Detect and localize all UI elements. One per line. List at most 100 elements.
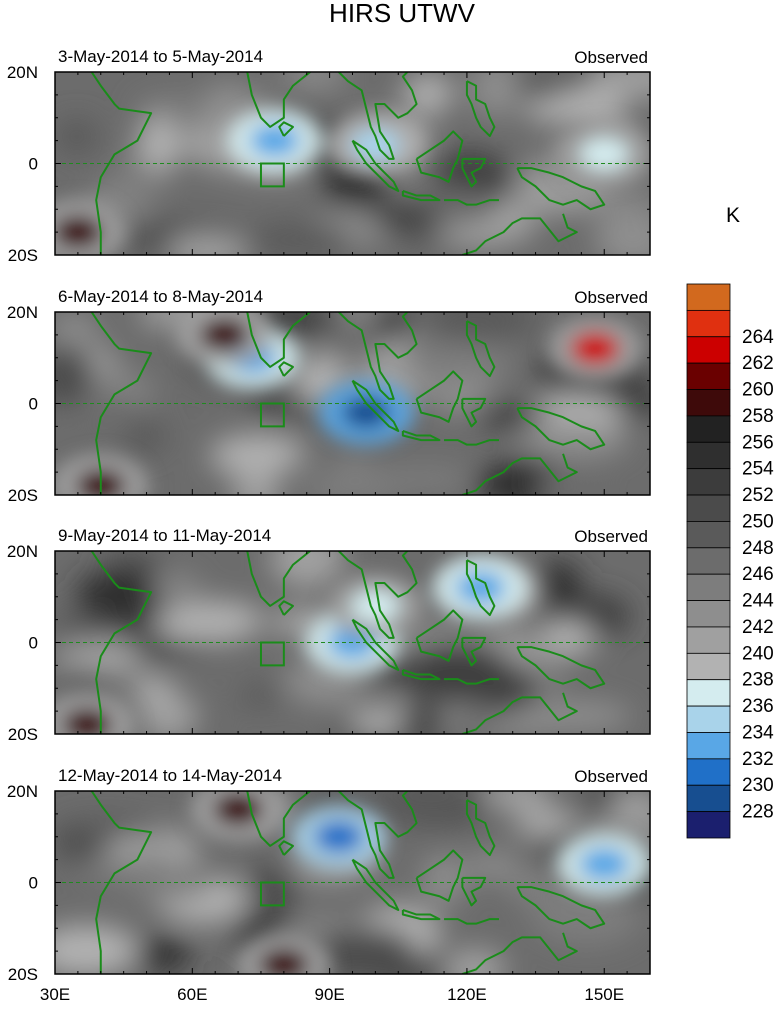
y-tick-label: 0 [29, 155, 38, 174]
field-patch [283, 72, 349, 89]
x-tick-label: 150E [584, 985, 624, 1004]
field-features [55, 312, 644, 495]
field-patch [471, 72, 521, 117]
field-patch [397, 342, 516, 381]
field-patch [106, 551, 155, 566]
field-patch [583, 72, 650, 98]
field-patch [372, 791, 480, 816]
colorbar-tick-label: 262 [742, 353, 774, 374]
field-patch [313, 926, 418, 974]
field-patch [470, 405, 550, 426]
coastline [465, 80, 496, 138]
coastline [246, 791, 312, 847]
coastline [90, 312, 153, 495]
field-features [55, 108, 650, 255]
colorbar-tick-label: 246 [742, 564, 774, 585]
colorbar-tick-label: 236 [742, 696, 774, 717]
panel-2: 20N 0 20S 6-May-2014 to 8-May-2014 Observed [7, 287, 651, 505]
y-tick-label: 20N [7, 542, 38, 561]
panel-period: 12-May-2014 to 14-May-2014 [58, 766, 282, 785]
field-features [190, 791, 650, 974]
coastline [462, 453, 578, 495]
colorbar-tick-label: 260 [742, 380, 774, 401]
colorbar-tick-label: 238 [742, 670, 774, 691]
colorbar-swatch [686, 468, 731, 496]
coastline [444, 199, 499, 206]
coastline [246, 72, 312, 128]
colorbar-units-label: K [726, 204, 740, 227]
field-patch [424, 312, 538, 344]
y-tick-label: 0 [29, 395, 38, 414]
coastline [516, 167, 606, 211]
y-tick-label: 20N [7, 63, 38, 82]
coastline [337, 312, 418, 400]
field-patch [209, 434, 306, 474]
coastline [401, 909, 441, 921]
coastline [444, 439, 499, 446]
panel-label: Observed [574, 288, 648, 307]
y-tick-label: 20S [8, 246, 38, 265]
coastline [401, 430, 441, 442]
field-patch [469, 668, 544, 709]
colorbar-swatch [686, 652, 731, 681]
colorbar-tick-label: 248 [742, 538, 774, 559]
coastline [351, 139, 400, 192]
colorbar-swatch [686, 811, 731, 839]
x-axis: 30E 60E 90E 120E 150E [40, 985, 624, 1004]
colorbar-tick-label: 256 [742, 432, 774, 453]
coastline [462, 932, 578, 974]
field-patch [538, 620, 595, 658]
chart-title: HIRS UTWV [329, 0, 476, 28]
field-patch [136, 115, 181, 176]
colorbar-swatch [686, 573, 731, 601]
colorbar-tick-label: 232 [742, 749, 774, 770]
coastline [90, 72, 153, 255]
field-feature [314, 820, 363, 853]
field-texture [55, 791, 650, 974]
panel-1: 20N 0 20S 3-May-2014 to 5-May-2014 Observed [7, 47, 651, 265]
colorbar-swatch [686, 389, 731, 417]
x-tick-label: 90E [314, 985, 344, 1004]
field-feature [580, 848, 629, 881]
colorbar-swatch [686, 415, 731, 443]
coastline [415, 370, 464, 423]
field-patch [525, 869, 573, 918]
field-feature [571, 332, 620, 365]
coastline [415, 609, 464, 662]
field-patch [594, 208, 650, 255]
panel-label: Observed [574, 527, 648, 546]
field-patch [164, 233, 249, 255]
colorbar-swatch [686, 283, 731, 311]
y-tick-label: 20N [7, 782, 38, 801]
coastlines [90, 791, 606, 974]
panel-period: 3-May-2014 to 5-May-2014 [58, 47, 263, 66]
coastline [444, 678, 499, 685]
colorbar-tick-label: 228 [742, 802, 774, 823]
colorbar-tick-label: 252 [742, 485, 774, 506]
panel-label: Observed [574, 767, 648, 786]
y-tick-label: 20S [8, 725, 38, 744]
y-tick-label: 0 [29, 634, 38, 653]
coastline [337, 551, 418, 639]
field-patch [83, 854, 178, 884]
region-box [259, 881, 285, 907]
coastline [465, 320, 496, 378]
region-box [259, 641, 285, 667]
field-feature [200, 318, 249, 351]
field-patch [302, 471, 402, 495]
field-patch [513, 809, 578, 836]
field-patch [107, 159, 162, 207]
field-patch [140, 692, 196, 734]
colorbar-tick-label: 264 [742, 327, 774, 348]
x-tick-label: 60E [177, 985, 207, 1004]
field-patch [372, 312, 416, 337]
coastline [465, 559, 496, 617]
field-patch [128, 937, 193, 972]
field-feature [63, 708, 112, 734]
field-patch [481, 791, 552, 806]
coastline [516, 886, 606, 930]
field-patch [55, 346, 95, 405]
panel-map [55, 551, 650, 734]
